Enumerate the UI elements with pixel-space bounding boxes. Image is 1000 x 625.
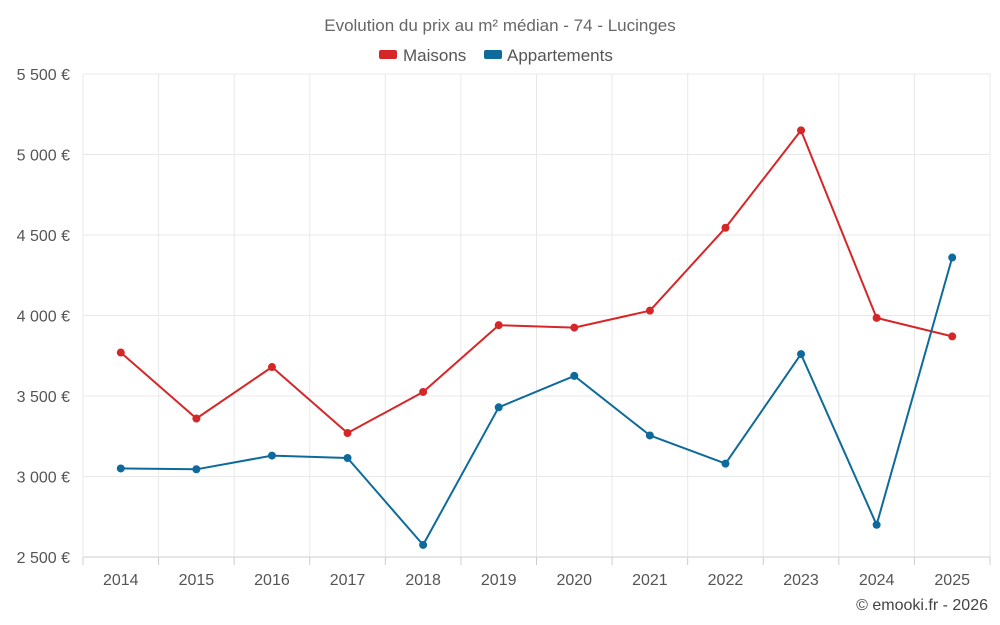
data-point-appartements: [721, 459, 730, 468]
data-point-appartements: [192, 465, 201, 474]
data-point-appartements: [267, 451, 276, 460]
x-tick-label: 2022: [708, 572, 744, 589]
y-tick-label: 4 000 €: [17, 309, 70, 326]
data-point-maisons: [948, 332, 957, 341]
x-tick-label: 2016: [254, 572, 290, 589]
data-point-maisons: [872, 313, 881, 322]
y-tick-label: 2 500 €: [17, 550, 70, 567]
y-tick-label: 3 000 €: [17, 470, 70, 487]
x-tick-label: 2015: [179, 572, 215, 589]
x-axis: 2014 2015 2016 2017 2018 2019 2020 2021 2022 2023…: [82, 557, 991, 589]
x-tick-label: 2025: [934, 572, 970, 589]
x-tick-label: 2021: [632, 572, 668, 589]
data-point-appartements: [797, 350, 806, 359]
data-point-appartements: [343, 453, 352, 462]
legend-swatch-appartements: [484, 50, 502, 59]
y-tick-label: 3 500 €: [17, 389, 70, 406]
x-tick-label: 2017: [330, 572, 366, 589]
data-point-maisons: [116, 348, 125, 357]
y-tick-label: 4 500 €: [17, 228, 70, 245]
data-point-appartements: [419, 540, 428, 549]
data-point-maisons: [192, 414, 201, 423]
legend-label-maisons: Maisons: [403, 46, 466, 65]
series-line-appartements: [120, 257, 954, 546]
legend-swatch-maisons: [379, 50, 397, 59]
grid: [82, 73, 991, 558]
data-point-appartements: [494, 403, 503, 412]
data-point-maisons: [343, 429, 352, 438]
data-point-appartements: [570, 371, 579, 380]
x-tick-label: 2019: [481, 572, 517, 589]
data-point-appartements: [645, 431, 654, 440]
data-point-maisons: [267, 363, 276, 372]
x-tick-label: 2024: [859, 572, 895, 589]
x-tick-label: 2023: [783, 572, 819, 589]
x-tick-label: 2018: [405, 572, 441, 589]
data-point-appartements: [872, 520, 881, 529]
series-group: [116, 126, 957, 549]
y-axis: 2 500 € 3 000 € 3 500 € 4 000 € 4 500 € 5 000…: [17, 67, 70, 567]
x-tick-label: 2020: [556, 572, 592, 589]
data-point-appartements: [116, 464, 125, 473]
y-tick-label: 5 000 €: [17, 148, 70, 165]
data-point-appartements: [948, 253, 957, 262]
data-point-maisons: [797, 126, 806, 135]
chart-title: Evolution du prix au m² médian - 74 - Lu…: [324, 16, 676, 35]
data-point-maisons: [419, 387, 428, 396]
data-point-maisons: [645, 306, 654, 315]
y-tick-label: 5 500 €: [17, 67, 70, 84]
data-point-maisons: [721, 223, 730, 232]
data-point-maisons: [494, 321, 503, 330]
data-point-maisons: [570, 323, 579, 332]
legend: Maisons Appartements: [379, 46, 613, 65]
series-line-maisons: [120, 129, 953, 434]
x-tick-label: 2014: [103, 572, 139, 589]
credit-text: © emooki.fr - 2026: [856, 597, 988, 614]
legend-label-appartements: Appartements: [507, 46, 613, 65]
